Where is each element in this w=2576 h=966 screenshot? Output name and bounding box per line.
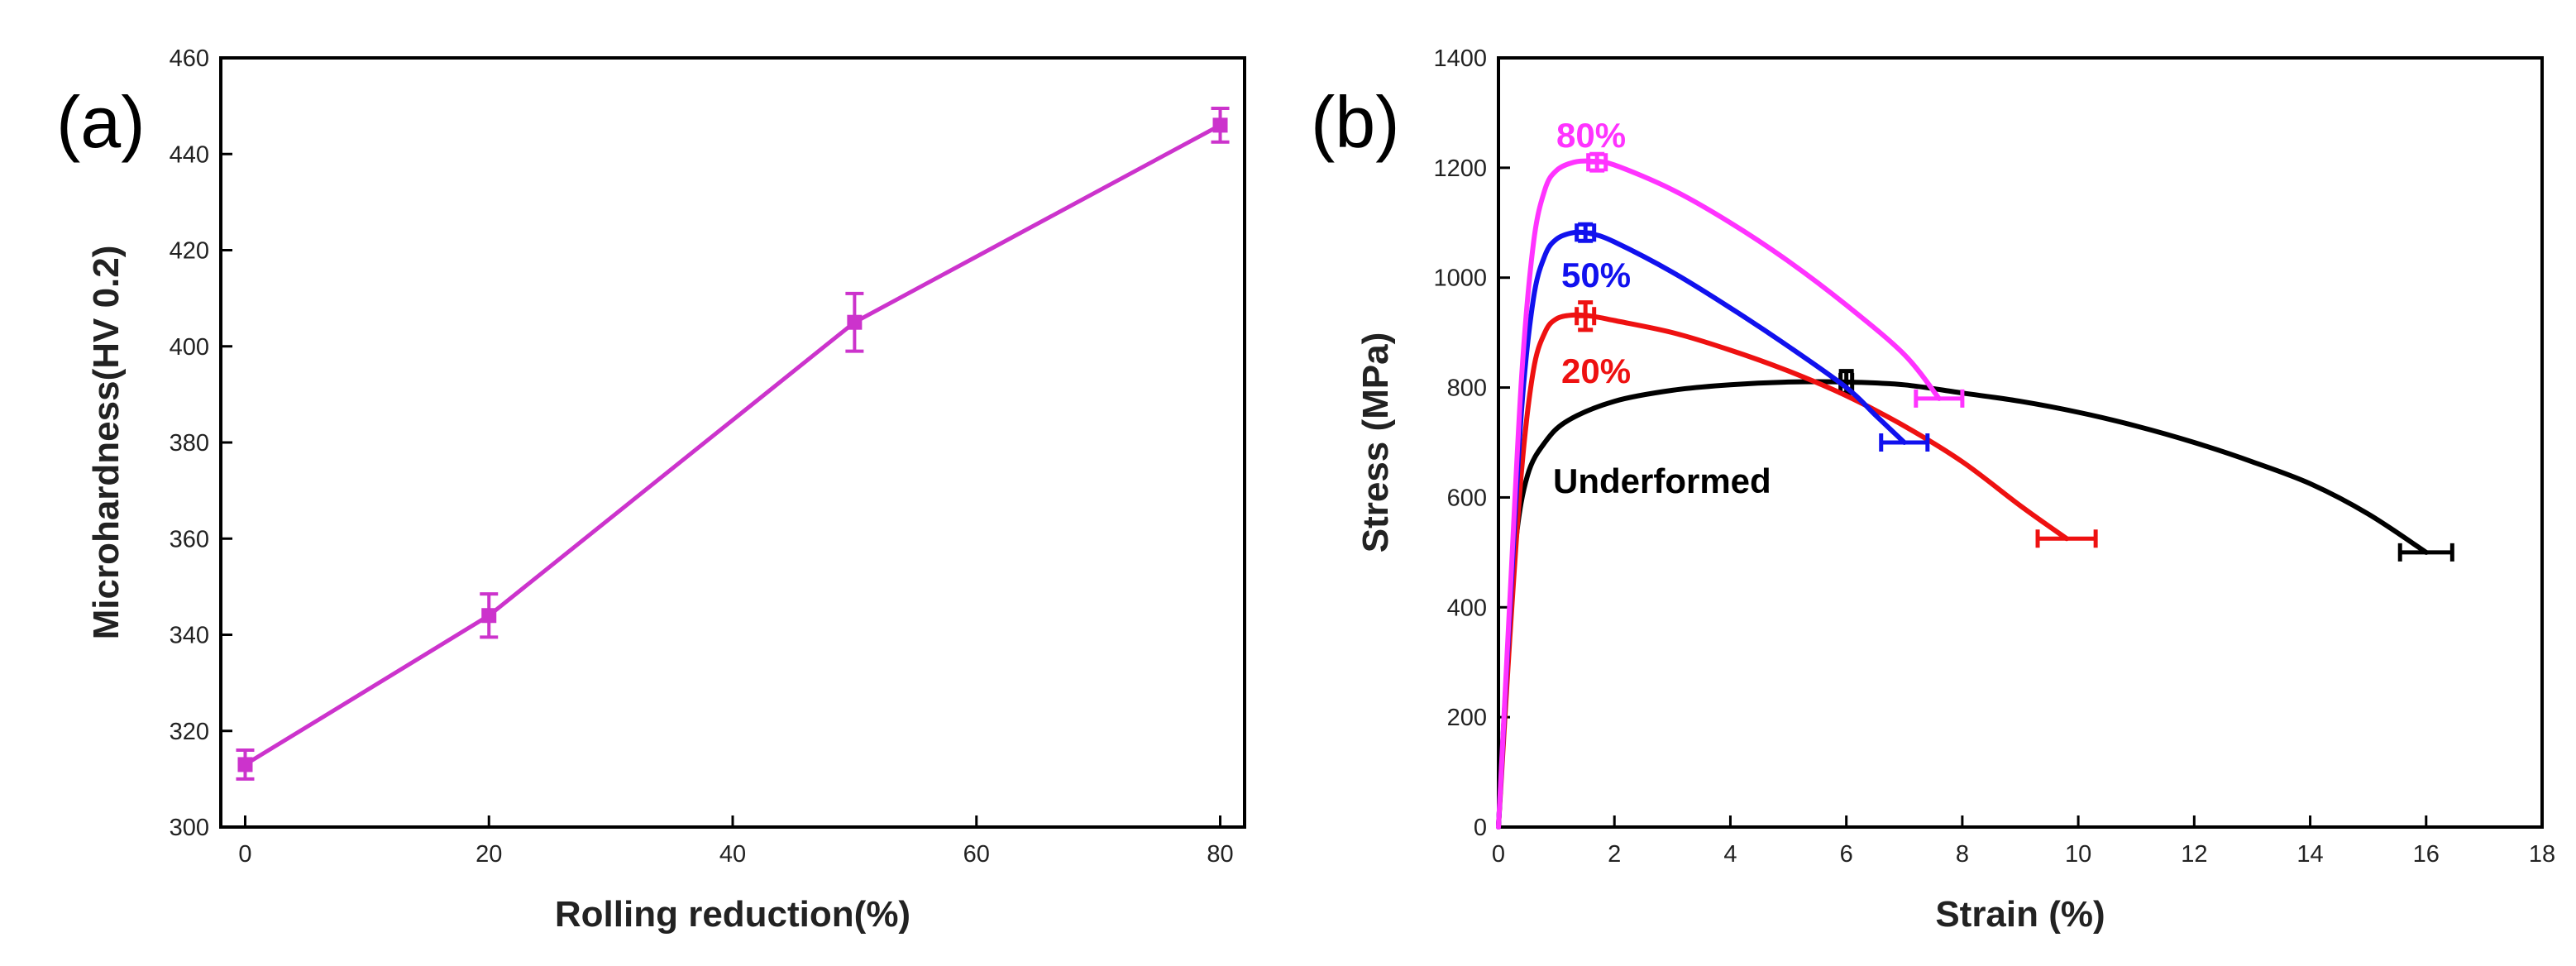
panel-a-y-tick-label: 420 bbox=[170, 238, 209, 265]
panel-a-y-tick-label: 300 bbox=[170, 815, 209, 841]
panel-a-x-axis-label: Rolling reduction(%) bbox=[555, 894, 910, 935]
panel-b-x-tick-label: 16 bbox=[2413, 841, 2440, 868]
panel-b-y-tick-label: 800 bbox=[1447, 375, 1487, 402]
panel-a-plot-frame bbox=[219, 56, 1246, 829]
panel-a-y-tick-label: 340 bbox=[170, 623, 209, 649]
panel-b-x-tick-label: 14 bbox=[2296, 841, 2323, 868]
panel-b-y-tick-label: 200 bbox=[1447, 705, 1487, 731]
panel-a-x-tick-label: 80 bbox=[1207, 841, 1233, 868]
panel-b-x-tick-label: 12 bbox=[2181, 841, 2207, 868]
panel-b-y-tick-label: 1000 bbox=[1433, 265, 1487, 292]
panel-a-data-point bbox=[481, 608, 497, 624]
panel-a-x-tick-label: 20 bbox=[476, 841, 502, 868]
panel-a-label: (a) bbox=[56, 81, 146, 163]
panel-b-x-tick-label: 0 bbox=[1492, 841, 1505, 868]
panel-b-x-tick-label: 10 bbox=[2065, 841, 2091, 868]
panel-a-y-tick-label: 380 bbox=[170, 430, 209, 457]
panel-a-y-axis-label: Microhardness(HV 0.2) bbox=[86, 246, 127, 640]
panel-b-y-tick-label: 600 bbox=[1447, 485, 1487, 511]
stress-strain-curve bbox=[1496, 312, 2070, 830]
panel-a-x-tick-label: 40 bbox=[719, 841, 746, 868]
panel-b-x-axis-label: Strain (%) bbox=[1935, 894, 2105, 935]
panel-a-y-tick-label: 440 bbox=[170, 141, 209, 168]
panel-a-data-point bbox=[847, 314, 863, 330]
panel-a-x-tick-label: 60 bbox=[963, 841, 990, 868]
panel-b-x-tick-label: 2 bbox=[1608, 841, 1621, 868]
series-label-underformed: Underformed bbox=[1553, 461, 1771, 500]
panel-a-y-tick-label: 400 bbox=[170, 334, 209, 361]
panel-a-data-point bbox=[237, 757, 253, 772]
panel-b-y-tick-label: 0 bbox=[1474, 815, 1487, 841]
panel-b-y-tick-label: 1200 bbox=[1433, 155, 1487, 182]
stress-strain-curve bbox=[1496, 158, 1942, 830]
panel-a-y-tick-label: 320 bbox=[170, 719, 209, 745]
stress-strain-curve bbox=[1496, 229, 1907, 830]
panel-a-data-point bbox=[1212, 117, 1228, 133]
panel-b-y-axis-label: Stress (MPa) bbox=[1355, 332, 1396, 553]
panel-b-x-tick-label: 18 bbox=[2529, 841, 2555, 868]
panel-a-y-tick-label: 460 bbox=[170, 45, 209, 72]
stress-strain-curve bbox=[1496, 379, 2429, 830]
panel-b-x-tick-label: 4 bbox=[1723, 841, 1737, 868]
panel-a-y-tick-label: 360 bbox=[170, 526, 209, 552]
panel-a-x-tick-label: 0 bbox=[238, 841, 251, 868]
panel-b-x-tick-label: 6 bbox=[1840, 841, 1853, 868]
panel-b-stress-strain-chart: (b) 0 2 4 6 8 10 12 14 16 18 0 200 400 600 800 1000 1200… bbox=[1311, 45, 2555, 935]
panel-a-series-line bbox=[244, 123, 1221, 767]
panel-b-label: (b) bbox=[1311, 81, 1400, 163]
panel-b-plot-frame bbox=[1497, 56, 2544, 829]
panel-b-x-tick-label: 8 bbox=[1956, 841, 1969, 868]
series-label-50: 50% bbox=[1561, 256, 1631, 294]
panel-a-microhardness-chart: (a) 0 20 40 60 80 300 320 340 360 380 400 420 440 460… bbox=[56, 45, 1246, 935]
panel-b-y-tick-label: 400 bbox=[1447, 595, 1487, 621]
panel-b-y-tick-label: 1400 bbox=[1433, 45, 1487, 72]
series-label-20: 20% bbox=[1561, 351, 1631, 390]
series-label-80: 80% bbox=[1556, 116, 1626, 155]
